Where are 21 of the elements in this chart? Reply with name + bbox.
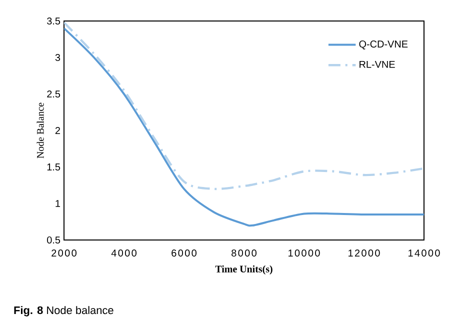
x-tick-label: 8000 <box>232 250 256 257</box>
y-tick-label: 1.5 <box>47 164 60 170</box>
line-series <box>64 21 424 190</box>
y-tick-label: 3 <box>55 54 60 62</box>
x-tick-label: 10000 <box>288 250 320 257</box>
y-tick-label: 3.5 <box>47 17 60 25</box>
text: Fig. 8 Node balance <box>14 306 114 316</box>
x-tick-label: 2000 <box>52 250 76 257</box>
y-tick-label: 0.5 <box>47 236 60 244</box>
legend-label: RL-VNE <box>360 60 395 68</box>
y-axis-title: Node Balance <box>36 102 44 158</box>
x-tick-label: 6000 <box>172 250 196 257</box>
x-tick-label: 14000 <box>408 250 440 257</box>
y-tick-label: 2.5 <box>47 90 60 98</box>
y-tick-label: 2 <box>55 127 60 134</box>
x-axis-title: Time Units(s) <box>215 265 272 274</box>
x-tick-label: 4000 <box>111 250 136 257</box>
x-tick-label: 12000 <box>348 250 380 257</box>
legend-label: Q-CD-VNE <box>359 40 408 50</box>
y-tick-label: 1 <box>56 200 60 207</box>
line-series <box>64 27 424 226</box>
